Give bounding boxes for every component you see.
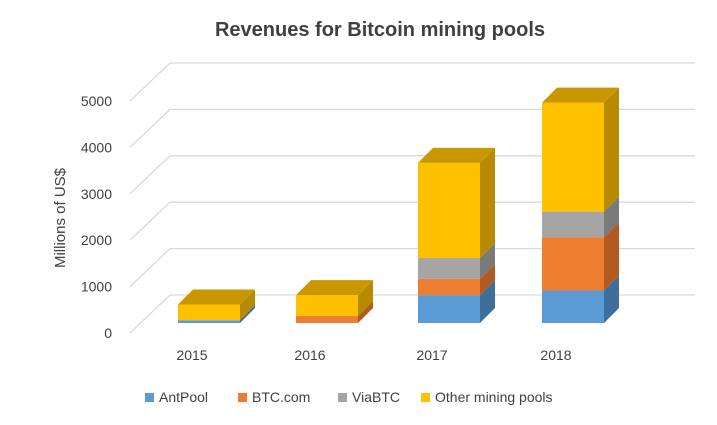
y-tick-label: 3000 (81, 186, 112, 202)
bar-top (542, 87, 619, 103)
bar-side (480, 147, 495, 259)
legend-swatch (421, 393, 430, 402)
legend-swatch (338, 393, 347, 402)
bars (178, 87, 619, 323)
bar-side (240, 289, 255, 321)
bar-front (418, 162, 480, 259)
bar-side (480, 243, 495, 279)
bar-front (542, 290, 604, 323)
y-axis-title: Millions of US$ (52, 167, 69, 268)
y-tick-label: 5000 (81, 93, 112, 109)
bar-side (480, 263, 495, 296)
bar-side (604, 222, 619, 291)
bar-front (296, 316, 358, 323)
y-tick-label: 2000 (81, 232, 112, 248)
bar-top (296, 280, 373, 296)
chart-title: Revenues for Bitcoin mining pools (215, 19, 545, 41)
bar-front (418, 258, 480, 279)
legend-label: AntPool (159, 389, 208, 405)
gridline (129, 62, 695, 102)
bar-top (178, 289, 255, 305)
bar-front (418, 295, 480, 323)
gridlines (129, 62, 695, 334)
legend-label: ViaBTC (352, 389, 400, 405)
bar-side (604, 87, 619, 212)
x-tick-label: 2016 (294, 347, 325, 363)
bar-front (418, 278, 480, 296)
bar-side (480, 280, 495, 323)
bar-front (178, 304, 240, 321)
legend-swatch (145, 393, 154, 402)
bar-top (418, 147, 495, 163)
y-tick-label: 1000 (81, 279, 112, 295)
bar-front (542, 211, 604, 238)
bar-side (358, 280, 373, 317)
bar-side (240, 305, 255, 323)
bar-side (604, 196, 619, 238)
bar-front (542, 237, 604, 291)
gridline (129, 201, 695, 241)
legend-swatch (238, 393, 247, 402)
bar-side (358, 301, 373, 323)
gridline (129, 294, 695, 334)
bar-front (178, 320, 240, 323)
legend-label: BTC.com (252, 389, 310, 405)
bar-front (542, 102, 604, 212)
y-tick-label: 0 (104, 325, 112, 341)
bar-front (296, 295, 358, 317)
gridline (129, 247, 695, 288)
x-tick-label: 2015 (176, 347, 207, 363)
tick-labels: 0 1000 2000 3000 4000 5000 2015 2016 2017 2018 (81, 93, 572, 363)
legend: AntPool BTC.com ViaBTC Other mining pools (145, 389, 553, 405)
y-tick-label: 4000 (81, 139, 112, 155)
gridline (129, 155, 695, 195)
x-tick-label: 2018 (540, 347, 571, 363)
x-tick-label: 2017 (416, 347, 447, 363)
gridline (129, 108, 695, 148)
bar-side (604, 275, 619, 323)
legend-label: Other mining pools (435, 389, 553, 405)
